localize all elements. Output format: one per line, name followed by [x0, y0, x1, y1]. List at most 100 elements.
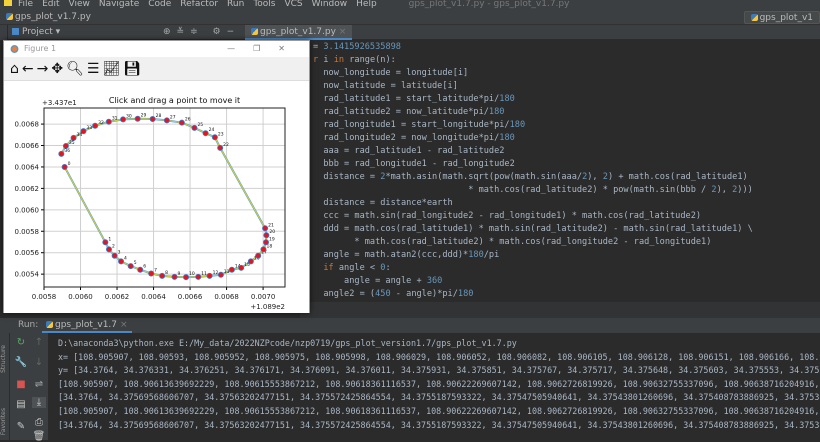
- code-editor[interactable]: = 3.1415926535898 r i in range(n): now_lo…: [300, 40, 820, 302]
- menu-refactor[interactable]: Refactor: [180, 0, 219, 9]
- data-point[interactable]: [58, 150, 65, 157]
- y-tick-label: 0.0060: [15, 206, 40, 214]
- data-point[interactable]: [263, 239, 270, 246]
- data-point[interactable]: [228, 266, 235, 273]
- wrench-icon[interactable]: 🔧: [14, 357, 28, 368]
- data-point[interactable]: [120, 116, 127, 123]
- maximize-icon[interactable]: ❐: [253, 44, 279, 53]
- chart-canvas[interactable]: 0.0058 0.0060 0.0062 0.0064 0.0066 0.0068 0.00…: [4, 81, 309, 313]
- menu-view[interactable]: View: [68, 0, 90, 9]
- data-point[interactable]: [80, 128, 87, 135]
- menu-tools[interactable]: Tools: [253, 0, 276, 9]
- save-icon[interactable]: 💾︎: [123, 61, 141, 77]
- hide-icon[interactable]: −: [226, 27, 241, 37]
- close-tab-icon[interactable]: ×: [338, 27, 347, 37]
- project-dropdown[interactable]: Project ▾: [12, 25, 60, 40]
- data-point[interactable]: [211, 134, 218, 141]
- pan-icon[interactable]: ✥: [51, 61, 64, 77]
- project-side-tab[interactable]: [0, 25, 8, 40]
- menu-help[interactable]: Help: [356, 0, 377, 9]
- menu-file[interactable]: File: [18, 0, 34, 9]
- locate-icon[interactable]: ⊕: [163, 27, 177, 37]
- stop-icon[interactable]: ■: [16, 379, 26, 390]
- data-point[interactable]: [178, 119, 185, 126]
- down-icon[interactable]: ↓: [34, 357, 44, 368]
- edit-axis-icon[interactable]: 📈︎: [102, 61, 121, 77]
- print-icon[interactable]: ⎙: [35, 417, 43, 428]
- project-icon: [12, 28, 19, 35]
- menu-code[interactable]: Code: [148, 0, 172, 9]
- data-point[interactable]: [159, 272, 166, 279]
- run-configuration-select[interactable]: gps_plot_v1: [743, 11, 820, 24]
- data-point[interactable]: [195, 273, 202, 280]
- data-point[interactable]: [217, 271, 224, 278]
- favorites-tab[interactable]: Favorites: [0, 408, 7, 436]
- plot-area: [44, 108, 285, 287]
- zoom-icon[interactable]: 🔍︎: [66, 61, 84, 77]
- data-point[interactable]: [102, 239, 109, 246]
- breadcrumb[interactable]: gps_plot_v1.7.py: [6, 10, 91, 25]
- data-point[interactable]: [149, 116, 156, 123]
- scroll-to-end-icon[interactable]: ⤓: [32, 397, 46, 408]
- data-point[interactable]: [105, 118, 112, 125]
- menu-navigate[interactable]: Navigate: [98, 0, 140, 9]
- data-point[interactable]: [70, 134, 77, 141]
- code-line: distance = 2*math.asin(math.sqrt(pow(mat…: [313, 171, 747, 184]
- data-point[interactable]: [263, 232, 270, 239]
- data-point[interactable]: [260, 246, 267, 253]
- run-console-output[interactable]: D:\anaconda3\python.exe E:/My_data/2022N…: [48, 333, 820, 440]
- tool-window-bar: Project ▾ ⊕≚≑ ⚙− gps_plot_v1.7.py ×: [0, 25, 820, 40]
- structure-tab[interactable]: Structure: [0, 345, 7, 373]
- x-tick-label: 0.0060: [68, 293, 93, 301]
- layout-icon[interactable]: ▤: [16, 399, 26, 410]
- run-tab-label: gps_plot_v1.7: [55, 320, 118, 330]
- data-point[interactable]: [163, 117, 170, 124]
- expand-all-icon[interactable]: ≚: [176, 27, 191, 37]
- data-point[interactable]: [255, 252, 262, 259]
- up-icon[interactable]: ↑: [34, 337, 44, 348]
- data-point[interactable]: [118, 258, 125, 265]
- data-point[interactable]: [148, 270, 155, 277]
- data-point[interactable]: [206, 272, 213, 279]
- data-point[interactable]: [191, 124, 198, 131]
- back-icon[interactable]: ←: [21, 61, 34, 77]
- data-point[interactable]: [61, 163, 68, 170]
- data-point[interactable]: [247, 258, 254, 265]
- data-point[interactable]: [105, 246, 112, 253]
- configure-subplots-icon[interactable]: ☰: [86, 61, 100, 77]
- data-point[interactable]: [202, 130, 209, 137]
- code-token: ))): [737, 185, 753, 195]
- pin-icon[interactable]: ✎: [16, 421, 26, 432]
- menu-edit[interactable]: Edit: [42, 0, 60, 9]
- editor-tab[interactable]: gps_plot_v1.7.py ×: [245, 25, 353, 40]
- point-label: 1: [108, 236, 111, 242]
- data-point[interactable]: [137, 266, 144, 273]
- data-point[interactable]: [183, 274, 190, 281]
- trash-icon[interactable]: 🗑: [32, 431, 46, 442]
- data-point[interactable]: [92, 122, 99, 129]
- menu-run[interactable]: Run: [227, 0, 245, 9]
- data-point[interactable]: [62, 142, 69, 149]
- soft-wrap-icon[interactable]: ⇌: [34, 379, 44, 390]
- run-tab[interactable]: gps_plot_v1.7 ×: [42, 318, 132, 333]
- close-run-tab-icon[interactable]: ×: [120, 320, 128, 330]
- data-point[interactable]: [134, 115, 141, 122]
- minimize-icon[interactable]: —: [227, 44, 254, 53]
- gear-icon[interactable]: ⚙: [212, 27, 227, 37]
- data-point[interactable]: [238, 264, 245, 271]
- menu-vcs[interactable]: VCS: [284, 0, 303, 9]
- forward-icon[interactable]: →: [36, 61, 49, 77]
- code-line: rad_latitude1 = start_latitude*pi/180: [313, 93, 514, 106]
- data-point[interactable]: [111, 252, 118, 259]
- rerun-icon[interactable]: ↻: [16, 337, 26, 348]
- home-icon[interactable]: ⌂: [10, 61, 19, 77]
- menu-window[interactable]: Window: [311, 0, 348, 9]
- close-icon[interactable]: ✕: [278, 44, 303, 53]
- data-point[interactable]: [262, 225, 269, 232]
- data-point[interactable]: [171, 273, 178, 280]
- figure-toolbar: ⌂ ← → ✥ 🔍︎ ☰ 📈︎ 💾︎: [4, 57, 309, 81]
- data-point[interactable]: [217, 144, 224, 151]
- code-token: * math.cos(rad_latitude2) * math.cos(rad…: [313, 237, 712, 247]
- collapse-all-icon[interactable]: ≑: [190, 27, 204, 37]
- data-point[interactable]: [127, 263, 134, 270]
